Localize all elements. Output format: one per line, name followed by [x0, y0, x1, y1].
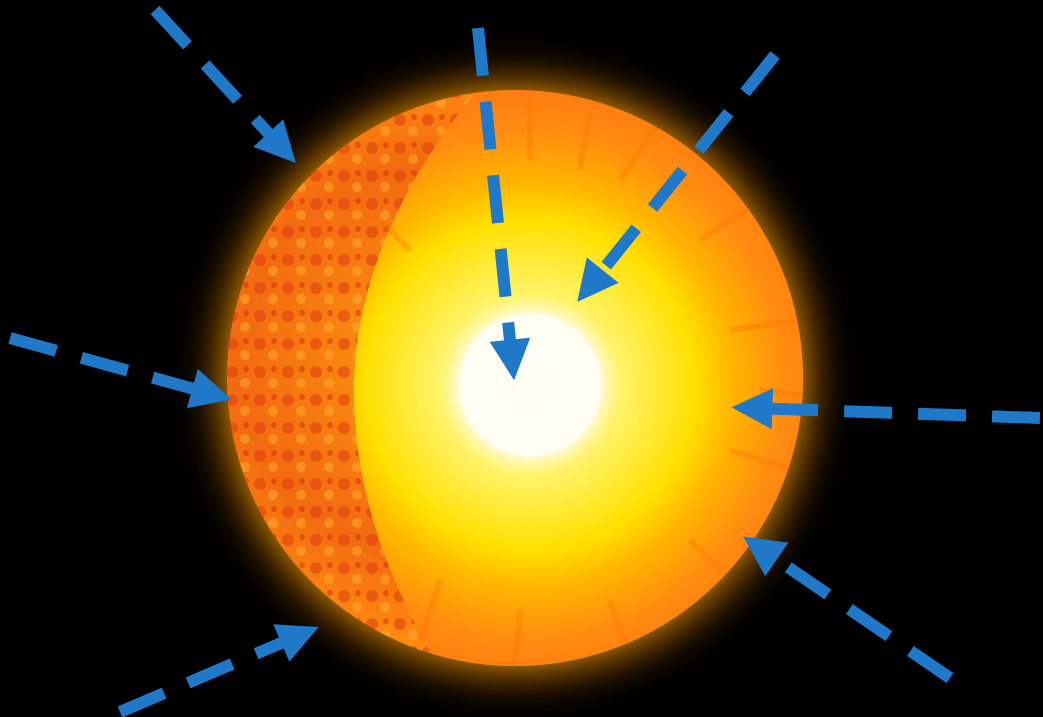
arrow: [577, 51, 780, 302]
arrow: [472, 27, 531, 381]
arrow: [117, 624, 319, 717]
arrow: [731, 388, 1041, 430]
core: [458, 313, 602, 457]
arrow: [8, 332, 232, 409]
arrow: [150, 5, 296, 164]
arrows: [8, 5, 1041, 717]
arrow: [743, 536, 954, 683]
